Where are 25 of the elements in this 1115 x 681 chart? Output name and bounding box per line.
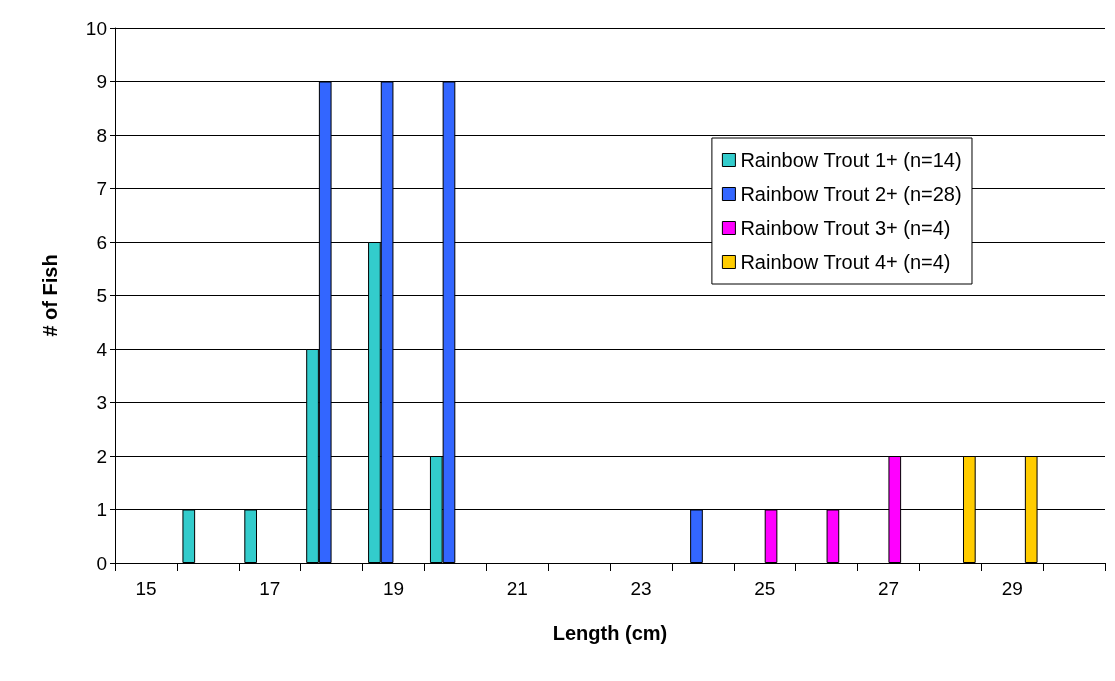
x-tick-label: 15: [135, 578, 157, 599]
y-tick-label: 0: [96, 552, 107, 574]
y-tick-label: 1: [96, 499, 107, 520]
y-tick-label: 8: [96, 124, 107, 146]
y-tick-label: 10: [85, 17, 107, 39]
legend-label: Rainbow Trout 2+ (n=28): [740, 183, 962, 205]
x-tick-label: 25: [754, 578, 776, 599]
x-tick-label: 23: [630, 578, 652, 599]
x-tick-label: 29: [1001, 578, 1023, 599]
x-tick-label: 21: [506, 578, 528, 599]
y-tick-label: 5: [96, 285, 107, 306]
x-axis-title: Length (cm): [552, 622, 668, 644]
y-tick-label: 3: [96, 392, 107, 413]
y-tick-label: 2: [96, 445, 107, 467]
y-tick-label: 6: [96, 231, 107, 253]
x-tick-label: 27: [877, 578, 900, 599]
legend-label: Rainbow Trout 3+ (n=4): [740, 217, 951, 239]
y-axis-title: # of Fish: [39, 254, 61, 337]
y-tick-label: 7: [96, 178, 107, 199]
legend-label: Rainbow Trout 1+ (n=14): [740, 149, 962, 171]
legend-label: Rainbow Trout 4+ (n=4): [740, 251, 951, 273]
y-tick-label: 9: [96, 71, 107, 92]
x-tick-label: 17: [259, 578, 281, 599]
y-tick-label: 4: [96, 338, 108, 360]
x-tick-label: 19: [382, 578, 405, 599]
